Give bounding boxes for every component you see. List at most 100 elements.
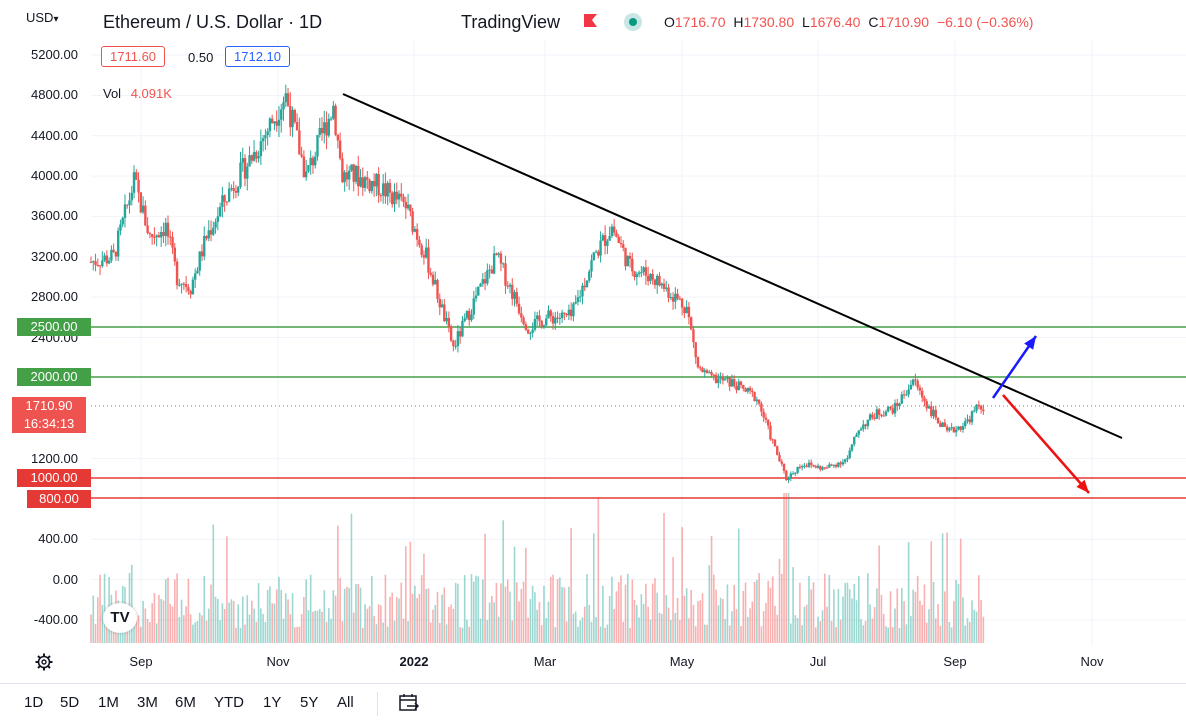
- range-button-6m[interactable]: 6M: [175, 694, 196, 711]
- volume-bar: [880, 594, 883, 643]
- volume-bar: [241, 596, 244, 643]
- volume-bar: [758, 573, 760, 643]
- volume-bar: [185, 606, 187, 643]
- candle-body: [517, 303, 521, 314]
- candle-body: [404, 201, 408, 209]
- candle-body: [436, 279, 439, 299]
- volume-bar: [599, 626, 602, 643]
- volume-bar: [624, 584, 627, 643]
- candle-body: [875, 409, 879, 419]
- volume-bar: [207, 608, 210, 643]
- volume-bar: [371, 576, 373, 643]
- candle-body: [483, 279, 487, 284]
- candle-body: [227, 188, 231, 202]
- volume-bar: [559, 577, 561, 643]
- volume-bar: [681, 527, 683, 643]
- candle-body: [982, 409, 985, 412]
- range-button-1y[interactable]: 1Y: [263, 694, 282, 711]
- range-button-1d[interactable]: 1D: [24, 694, 44, 711]
- gear-icon[interactable]: [34, 652, 54, 672]
- symbol-title[interactable]: Ethereum / U.S. Dollar · 1D: [103, 12, 323, 32]
- volume-bar: [284, 593, 287, 643]
- candle-body: [345, 172, 349, 180]
- volume-bar: [882, 613, 885, 643]
- arrows[interactable]: [991, 335, 1090, 494]
- buy-price-button[interactable]: 1712.10: [225, 46, 290, 67]
- candle-body: [212, 227, 215, 235]
- candle-body: [203, 236, 206, 257]
- volume-bar: [728, 625, 731, 643]
- x-tick-label: Jul: [809, 654, 827, 669]
- candle-body: [689, 317, 693, 330]
- candle-body: [329, 118, 333, 120]
- sell-price-button[interactable]: 1711.60: [101, 46, 166, 67]
- volume-bar: [821, 610, 824, 643]
- volume-bar: [491, 595, 493, 643]
- volume-bar: [830, 620, 833, 643]
- candle-body: [916, 380, 919, 388]
- candle-body: [782, 463, 786, 471]
- volume-bar: [792, 567, 794, 643]
- candle-body: [699, 367, 702, 369]
- volume-bar: [617, 582, 620, 643]
- candle-body: [314, 156, 317, 166]
- volume-bar: [828, 575, 831, 643]
- candle-body: [909, 384, 913, 390]
- volume-bar: [264, 622, 267, 643]
- volume-bar: [864, 620, 867, 643]
- candle-body: [954, 429, 958, 433]
- x-tick-label: Sep: [129, 654, 153, 669]
- candle-body: [123, 204, 127, 218]
- candle-body: [814, 466, 817, 468]
- candle-body: [273, 121, 276, 124]
- volume-bar: [724, 619, 726, 643]
- volume-bar: [910, 616, 912, 643]
- candle-body: [635, 274, 639, 277]
- volume-bar: [375, 624, 378, 643]
- range-button-1m[interactable]: 1M: [98, 694, 119, 711]
- candle-body: [857, 430, 860, 435]
- candle-body: [357, 165, 360, 187]
- range-button-5y[interactable]: 5Y: [300, 694, 319, 711]
- candle-body: [434, 279, 437, 285]
- volume-bar: [887, 627, 890, 643]
- volume-bar: [685, 588, 688, 643]
- range-button-5d[interactable]: 5D: [60, 694, 80, 711]
- volume-bar: [400, 582, 403, 643]
- candle-body: [952, 427, 956, 433]
- candle-body: [230, 188, 233, 190]
- volume-bar: [613, 609, 615, 643]
- candle-body: [511, 284, 514, 299]
- calendar-range-icon[interactable]: [398, 692, 420, 714]
- volume-bar: [889, 591, 892, 643]
- volume-bar: [749, 608, 751, 643]
- volume-bar: [275, 589, 278, 643]
- currency-selector[interactable]: USD▾: [26, 10, 58, 25]
- volume-bar: [962, 597, 964, 643]
- volume-bar: [232, 600, 235, 643]
- volume-bar: [948, 621, 951, 643]
- trendline[interactable]: [342, 93, 1123, 439]
- candle-body: [843, 459, 847, 462]
- candle-body: [105, 255, 109, 264]
- tradingview-logo-icon[interactable]: TV: [103, 603, 137, 633]
- volume-bar: [96, 597, 99, 643]
- candle-body: [533, 318, 537, 330]
- candle-body: [479, 283, 482, 287]
- candle-body: [776, 446, 779, 456]
- volume-bar: [416, 598, 418, 643]
- volume-bar: [389, 596, 391, 643]
- volume-label: Vol: [103, 86, 122, 101]
- candle-body: [397, 193, 401, 200]
- candle-body: [746, 387, 750, 392]
- candle-body: [252, 152, 256, 161]
- volume-bar: [860, 619, 862, 643]
- volume-bar: [427, 588, 430, 643]
- bottom-divider: [0, 683, 1186, 684]
- range-button-3m[interactable]: 3M: [137, 694, 158, 711]
- range-button-ytd[interactable]: YTD: [214, 694, 244, 711]
- candle-body: [114, 251, 118, 257]
- volume-bar: [604, 627, 606, 643]
- range-button-all[interactable]: All: [337, 694, 354, 711]
